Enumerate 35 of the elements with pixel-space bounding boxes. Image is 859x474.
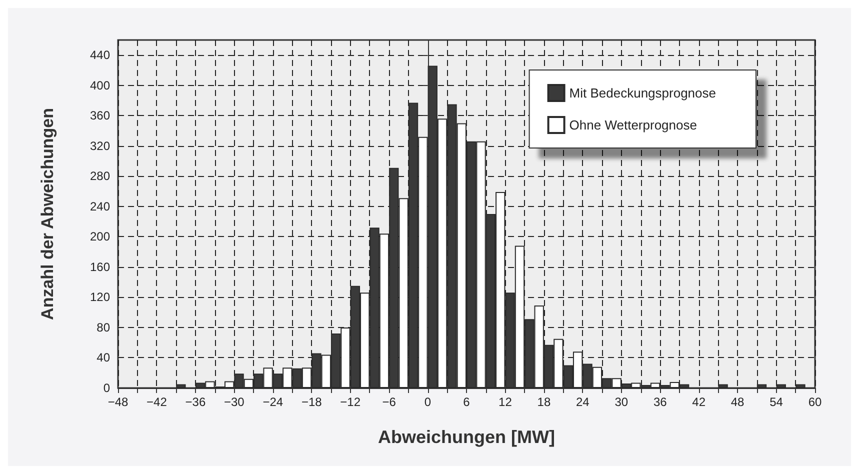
x-tick-label: 54	[770, 395, 784, 409]
x-tick-label: −42	[146, 395, 168, 409]
x-tick-label: 18	[537, 395, 551, 409]
x-tick-label: 30	[614, 395, 628, 409]
y-tick-label: 80	[96, 320, 110, 334]
legend-label: Mit Bedeckungsprognose	[569, 86, 716, 100]
x-tick-label: −30	[224, 395, 245, 409]
x-tick-label: −18	[301, 395, 322, 409]
x-tick-label: 42	[692, 395, 706, 409]
y-tick-label: 440	[90, 48, 110, 62]
y-tick-label: 0	[103, 381, 110, 395]
x-tick-label: 48	[730, 395, 745, 409]
x-tick-label: −24	[262, 395, 284, 409]
x-tick-label: −6	[382, 395, 396, 409]
legend-label: Ohne Wetterprognose	[569, 118, 697, 132]
y-tick-label: 40	[96, 350, 110, 365]
y-tick-label: 200	[90, 230, 110, 244]
x-tick-label: −36	[185, 395, 206, 409]
x-axis-title: Abweichungen [MW]	[378, 427, 555, 447]
y-tick-label: 320	[90, 138, 110, 153]
y-tick-label: 400	[90, 78, 110, 92]
x-tick-label: 0	[424, 395, 432, 409]
x-tick-label: 36	[653, 395, 668, 409]
y-tick-label: 160	[90, 260, 110, 274]
x-tick-label: 24	[576, 395, 590, 409]
x-tick-label: 6	[463, 395, 470, 409]
y-tick-label: 120	[90, 290, 110, 304]
x-tick-label: 60	[808, 395, 822, 409]
y-tick-label: 280	[90, 169, 110, 184]
x-tick-label: 12	[498, 395, 512, 409]
x-tick-label: −48	[108, 395, 128, 409]
y-axis-title: Anzahl der Abweichungen	[38, 108, 57, 320]
y-tick-label: 240	[90, 199, 110, 214]
y-tick-label: 360	[90, 108, 110, 123]
x-tick-label: −12	[340, 395, 361, 409]
